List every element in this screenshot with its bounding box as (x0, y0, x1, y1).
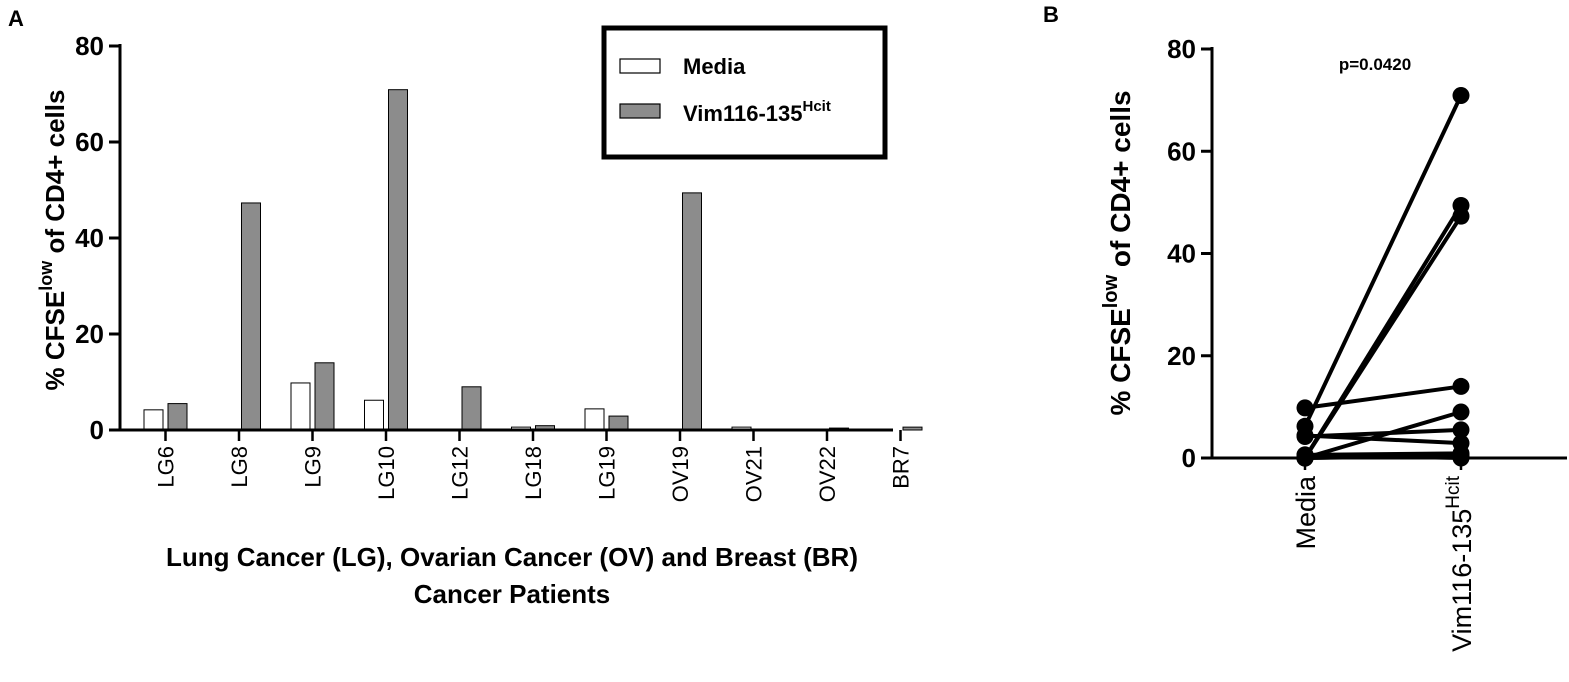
paired-line-7 (1304, 433, 1462, 446)
bar-vim-lg12 (461, 386, 482, 431)
x-tick-label-lg18: LG18 (521, 446, 546, 500)
panel-b-label: B (1043, 2, 1059, 27)
bar-vim-lg6 (167, 403, 188, 431)
panel-a-y-tick-label: 20 (75, 319, 104, 349)
point-vim-3 (1452, 377, 1470, 395)
point-vim-1 (1452, 421, 1470, 439)
panel-a-y-axis-label: % CFSElow of CD4+ cells (36, 90, 70, 391)
panel-b-points (1296, 87, 1470, 467)
panel-a-y-tick-label: 40 (75, 223, 104, 253)
panel-a-y-tick-label: 0 (90, 415, 104, 445)
bar-vim-lg19 (608, 415, 629, 431)
panel-a-y-tick-label: 80 (75, 31, 104, 61)
paired-line-8 (1303, 204, 1463, 460)
point-media-7 (1296, 427, 1314, 445)
panel-a-x-axis-label-line2: Cancer Patients (414, 579, 611, 609)
legend-label-media: Media (683, 54, 746, 79)
bar-vim-br7 (902, 426, 923, 431)
panel-a-label: A (8, 6, 24, 31)
paired-line-4 (1303, 94, 1463, 428)
panel-b: B % CFSElow of CD4+ cells 0 20 40 60 80 Medi… (1043, 2, 1567, 652)
x-tick-label-lg9: LG9 (301, 446, 326, 488)
panel-b-y-tick-label: 40 (1167, 239, 1196, 269)
x-tick-label-lg12: LG12 (448, 446, 473, 500)
x-tick-label-ov22: OV22 (815, 446, 840, 502)
point-vim-4 (1452, 87, 1470, 105)
p-value-annotation: p=0.0420 (1339, 55, 1411, 74)
panel-b-x-tick-label-vim: Vim116-135Hcit (1443, 475, 1477, 652)
paired-line-3 (1304, 384, 1462, 410)
x-tick-label-lg8: LG8 (227, 446, 252, 488)
bar-vim-lg10 (388, 89, 408, 431)
panel-a-legend: Media Vim116-135Hcit (601, 25, 888, 160)
bar-vim-lg9 (314, 362, 335, 431)
legend-swatch-media (619, 58, 661, 74)
panel-b-lines (1303, 94, 1463, 460)
panel-a-y-tick-label: 60 (75, 127, 104, 157)
bar-vim-lg8 (241, 202, 261, 431)
panel-b-y-axis-label: % CFSElow of CD4+ cells (1100, 90, 1136, 415)
legend-label-vim: Vim116-135Hcit (683, 98, 831, 126)
point-vim-7 (1452, 434, 1470, 452)
legend-frame (601, 25, 888, 160)
bar-media-lg6 (143, 409, 164, 431)
point-media-3 (1296, 399, 1314, 417)
x-tick-label-ov19: OV19 (668, 446, 693, 502)
panel-a-y-ticks: 0 20 40 60 80 (75, 31, 120, 445)
x-tick-label-lg10: LG10 (374, 446, 399, 500)
paired-line-5 (1304, 410, 1462, 460)
x-tick-label-lg19: LG19 (595, 446, 620, 500)
point-vim-8 (1452, 196, 1470, 214)
bar-media-lg10 (364, 399, 384, 431)
panel-b-x-ticks: Media Vim116-135Hcit (1291, 458, 1477, 652)
panel-a-x-axis-label-line1: Lung Cancer (LG), Ovarian Cancer (OV) an… (166, 542, 858, 572)
panel-b-x-tick-label-media: Media (1291, 475, 1321, 550)
point-vim-5 (1452, 403, 1470, 421)
panel-b-y-ticks: 0 20 40 60 80 (1167, 34, 1212, 473)
bar-media-lg19 (584, 408, 605, 431)
x-tick-label-br7: BR7 (889, 446, 914, 489)
panel-b-y-tick-label: 80 (1167, 34, 1196, 64)
bar-media-lg9 (290, 382, 311, 431)
panel-b-y-tick-label: 0 (1182, 443, 1196, 473)
panel-b-y-tick-label: 20 (1167, 341, 1196, 371)
panel-b-y-tick-label: 60 (1167, 136, 1196, 166)
legend-swatch-vim (619, 103, 661, 119)
bar-vim-ov19 (682, 192, 702, 431)
panel-a-x-ticks: LG6 LG8 LG9 LG10 LG12 LG18 LG19 OV19 OV21 OV22 BR7 (154, 430, 914, 502)
x-tick-label-ov21: OV21 (742, 446, 767, 502)
x-tick-label-lg6: LG6 (154, 446, 179, 488)
